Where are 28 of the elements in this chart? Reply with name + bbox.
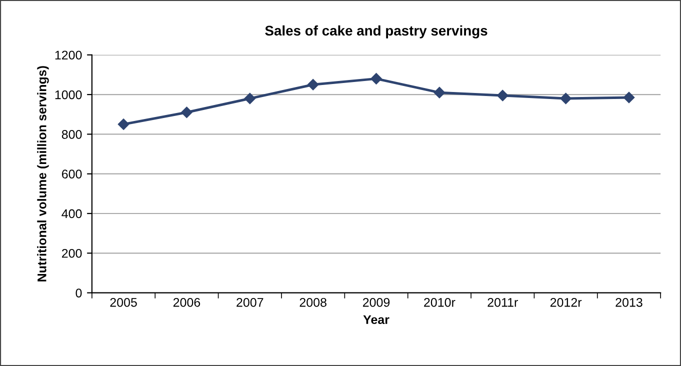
point — [244, 92, 256, 104]
x-tick-label: 2012r — [550, 298, 582, 307]
x-tick-label: 2013 — [616, 298, 642, 307]
y-tick-label: 400 — [62, 209, 82, 218]
point — [623, 92, 635, 104]
point — [307, 79, 319, 90]
point — [434, 86, 446, 98]
x-tick-label: 2010r — [424, 298, 456, 307]
point — [181, 106, 192, 118]
y-tick-label: 0 — [76, 288, 82, 298]
x-tick-label: 2005 — [110, 298, 137, 307]
x-axis-title: Year — [363, 315, 390, 324]
y-axis-title: Nutritional volume (million servings) — [37, 66, 49, 282]
point — [560, 92, 572, 104]
x-tick-label: 2011r — [488, 298, 518, 307]
point — [118, 118, 130, 130]
x-tick-label: 2007 — [236, 298, 264, 307]
y-tick-label: 1000 — [55, 90, 82, 100]
x-tick-label: 2009 — [362, 298, 390, 307]
point — [497, 90, 508, 102]
chart-title: Sales of cake and pastry servings — [265, 25, 488, 38]
x-tick-label: 2008 — [300, 298, 326, 307]
y-tick-label: 200 — [62, 248, 82, 258]
x-tick-label: 2006 — [173, 298, 200, 307]
y-tick-label: 600 — [62, 170, 82, 178]
y-tick-label: 1200 — [55, 50, 82, 60]
y-tick-label: 800 — [62, 130, 82, 139]
point — [370, 73, 382, 84]
